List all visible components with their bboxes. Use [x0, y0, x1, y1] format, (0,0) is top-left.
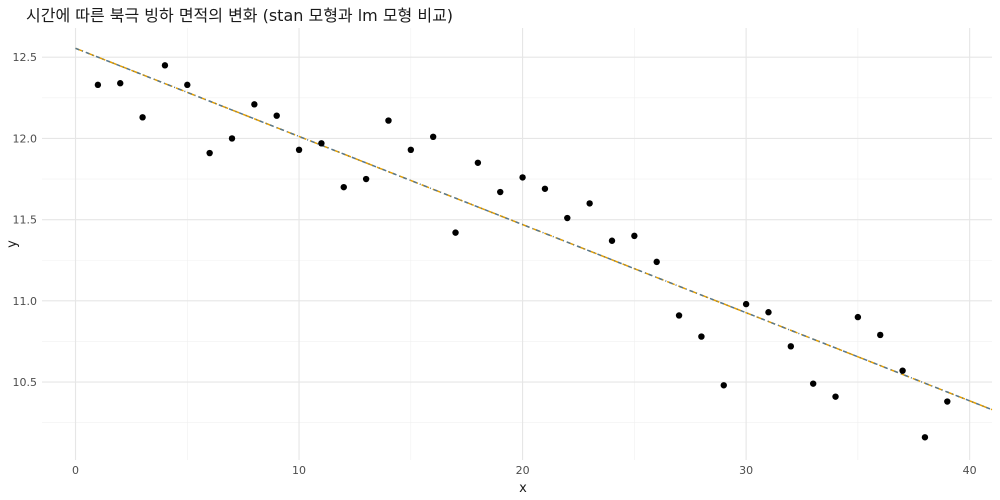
data-point: [809, 380, 817, 387]
data-point: [474, 159, 482, 166]
data-point: [273, 112, 280, 119]
data-point: [787, 343, 795, 350]
data-point: [921, 434, 929, 441]
data-point: [765, 309, 772, 316]
x-tick-label: 10: [292, 464, 306, 477]
data-point: [497, 188, 504, 196]
data-point: [407, 146, 415, 154]
x-tick-label: 30: [739, 464, 753, 477]
data-point: [429, 133, 437, 141]
data-point: [944, 398, 951, 405]
data-point: [541, 185, 549, 192]
y-tick-label: 10.5: [13, 376, 38, 389]
y-tick-label: 11.0: [13, 295, 38, 308]
data-point: [161, 62, 169, 69]
data-point: [362, 175, 370, 183]
x-tick-label: 40: [963, 464, 977, 477]
data-point: [899, 367, 906, 374]
data-point: [295, 146, 303, 154]
data-point: [720, 382, 727, 389]
data-point: [564, 214, 571, 222]
data-point: [228, 135, 236, 142]
data-point: [832, 393, 839, 400]
data-point: [742, 300, 750, 308]
y-axis-title: y: [5, 240, 20, 248]
x-axis-title: x: [519, 481, 527, 496]
grid-layer: [42, 28, 992, 460]
x-tick-label: 20: [516, 464, 530, 477]
data-point: [519, 174, 526, 181]
data-point: [206, 149, 213, 157]
data-point: [184, 81, 191, 89]
data-point: [452, 229, 459, 236]
data-point: [318, 140, 325, 147]
data-point: [586, 200, 593, 207]
data-point: [854, 313, 862, 321]
data-point: [608, 237, 616, 244]
data-point: [251, 101, 258, 108]
data-point: [631, 232, 638, 240]
y-tick-label: 12.0: [13, 132, 38, 145]
data-point: [117, 80, 124, 87]
data-point: [698, 333, 705, 340]
x-tick-label: 0: [72, 464, 79, 477]
data-point: [340, 183, 347, 191]
data-point: [385, 117, 392, 124]
data-point: [877, 331, 884, 339]
y-tick-label: 11.5: [13, 214, 38, 227]
data-point: [675, 312, 683, 319]
data-point: [139, 114, 146, 121]
data-point: [653, 258, 660, 266]
fit-lines-layer: [75, 47, 993, 411]
data-points-layer: [94, 62, 951, 441]
chart-title: 시간에 따른 북극 빙하 면적의 변화 (stan 모형과 lm 모형 비교): [26, 6, 454, 25]
y-tick-label: 12.5: [13, 51, 38, 64]
data-point: [94, 81, 102, 89]
tick-labels-layer: 0 10 20 30 40 10.5 11.0 11.5 12.0 12.5: [13, 51, 977, 477]
fit-line-1: [75, 47, 993, 411]
